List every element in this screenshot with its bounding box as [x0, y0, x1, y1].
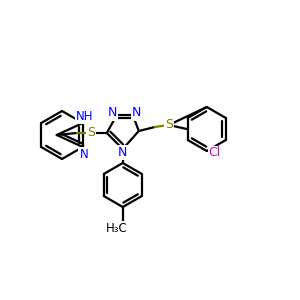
Text: N: N	[80, 148, 88, 160]
Text: H₃C: H₃C	[106, 221, 128, 235]
Text: S: S	[165, 118, 173, 131]
Text: S: S	[87, 127, 95, 140]
Text: NH: NH	[76, 110, 94, 124]
Text: N: N	[132, 106, 142, 119]
Text: N: N	[108, 106, 118, 119]
Text: Cl: Cl	[209, 146, 221, 160]
Text: N: N	[118, 146, 128, 158]
